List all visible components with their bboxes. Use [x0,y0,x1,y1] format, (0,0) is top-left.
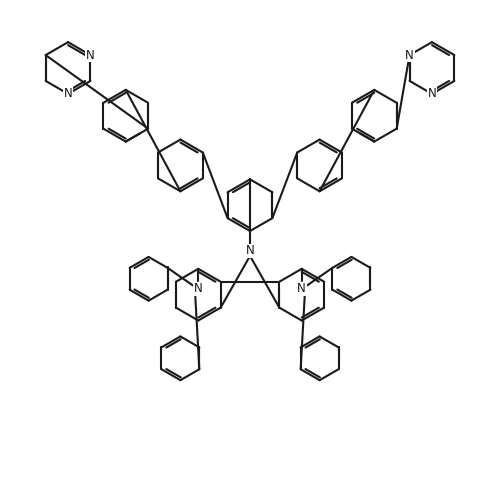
Text: N: N [194,282,202,295]
Text: N: N [86,48,95,61]
Text: N: N [298,282,306,295]
Text: N: N [246,244,254,257]
Text: N: N [428,87,436,100]
Text: N: N [405,48,414,61]
Text: N: N [64,87,72,100]
